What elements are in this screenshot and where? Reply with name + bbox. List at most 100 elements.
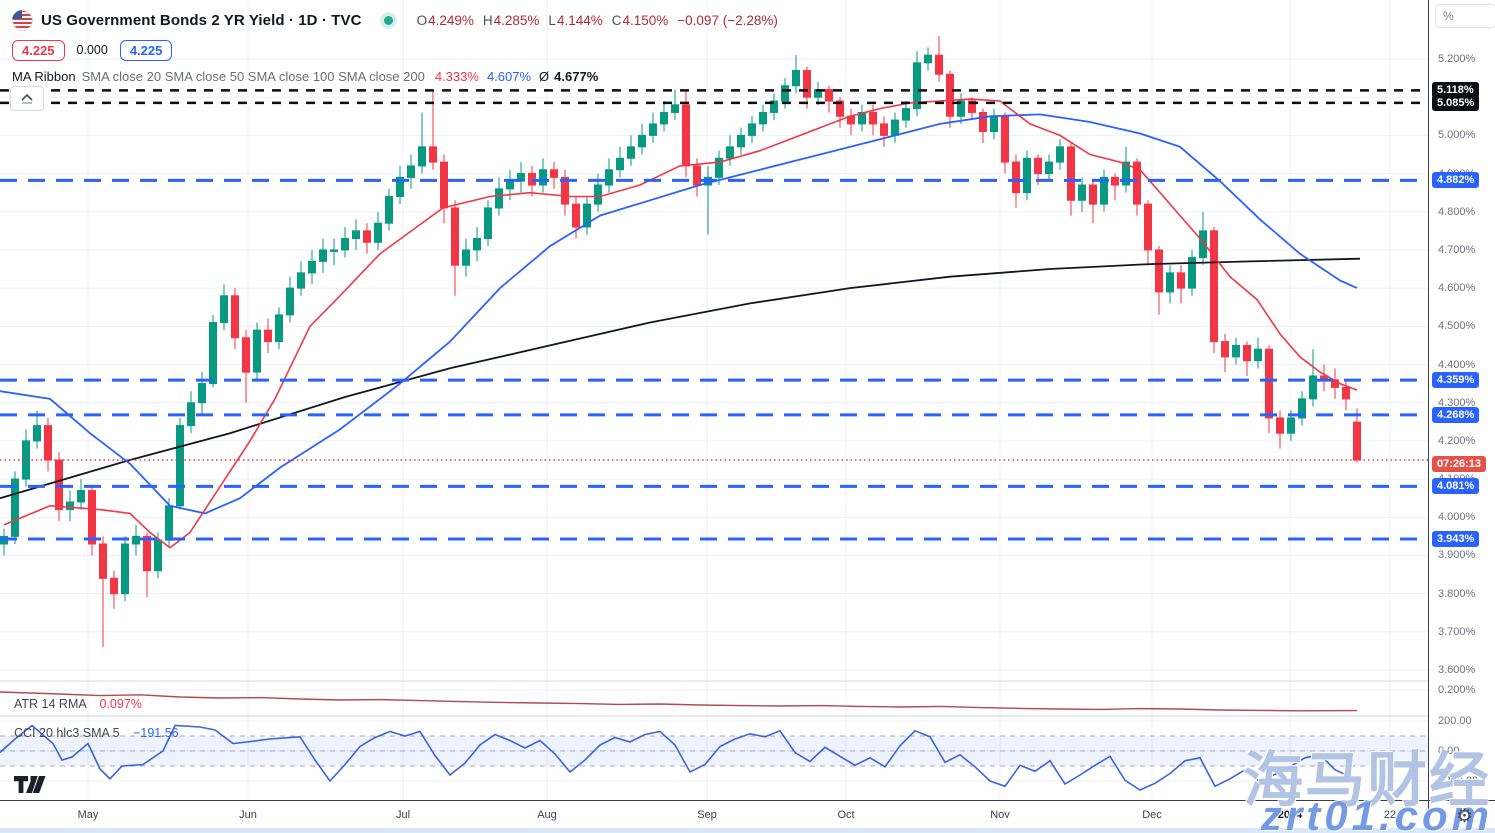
candle-body (1265, 348, 1273, 419)
bar-countdown-badge: 07:26:13 (1432, 455, 1487, 472)
us-flag-icon (12, 9, 33, 31)
time-axis[interactable]: May Jun Jul Aug Sep Oct Nov Dec 2024 22 (0, 801, 1428, 833)
time-tick: Oct (837, 809, 855, 821)
candle-body (1056, 146, 1064, 163)
candle-body (1034, 157, 1042, 175)
atr-tick: 0.200% (1438, 684, 1476, 696)
candle-body (1287, 417, 1295, 434)
candle-body (594, 184, 602, 205)
price-tick: 4.500% (1438, 320, 1476, 333)
candle-body (242, 337, 250, 373)
candle-body (880, 123, 888, 136)
open-value: 4.249% (428, 12, 474, 28)
candle-body (187, 402, 195, 427)
candle-body (198, 383, 206, 404)
candle-body (979, 111, 987, 133)
cci-legend[interactable]: CCI 20 hlc3 SMA 5 −191.56 (14, 726, 179, 740)
symbol-title[interactable]: US Government Bonds 2 YR Yield · 1D · TV… (41, 11, 362, 29)
candle-body (297, 272, 305, 289)
candle-body (715, 157, 723, 178)
high-value: 4.285% (493, 12, 540, 28)
sma50-value: 4.607% (486, 69, 532, 84)
candle-body (1155, 249, 1163, 293)
candle-body (231, 295, 239, 339)
price-level-badge: 3.943% (1432, 531, 1480, 548)
candle-body (693, 165, 701, 186)
price-level-badge: 4.268% (1432, 406, 1480, 423)
time-tick: 2024 (1277, 809, 1303, 821)
candle-body (550, 169, 558, 178)
candle-body (440, 161, 448, 209)
sma20-value: 4.333% (434, 69, 479, 84)
candle-body (1243, 344, 1251, 362)
candle-body (1166, 272, 1174, 293)
candle-body (869, 111, 877, 125)
price-tick: 5.000% (1438, 129, 1476, 142)
ma-ribbon-legend[interactable]: MA Ribbon SMA close 20 SMA close 50 SMA … (12, 69, 778, 84)
candle-body (891, 119, 899, 136)
price-axis[interactable]: % 5.200%5.000%4.900%4.800%4.700%4.600%4.… (1429, 0, 1495, 800)
candle-body (121, 543, 129, 595)
chart-canvas[interactable] (0, 0, 1429, 801)
price-tick: 4.000% (1438, 511, 1476, 524)
candle-body (1111, 176, 1119, 186)
price-tick: 4.400% (1438, 358, 1476, 371)
candle-body (341, 237, 349, 251)
candle-body (561, 176, 569, 205)
collapse-pane-button[interactable] (10, 86, 44, 111)
close-label: C (611, 12, 622, 28)
candle-body (748, 123, 756, 136)
candle-body (660, 111, 668, 125)
candle-body (473, 237, 481, 251)
candle-body (55, 459, 63, 511)
candle-body (88, 490, 96, 545)
ask-price-button[interactable]: 4.225 (119, 39, 173, 61)
price-tick: 4.300% (1438, 396, 1476, 409)
candle-body (66, 501, 74, 511)
candle-body (352, 230, 360, 239)
candle-body (462, 249, 470, 266)
cci-tick: 0.00 (1438, 745, 1460, 757)
candle-body (1122, 161, 1130, 186)
candle-body (968, 100, 976, 113)
cci-line (0, 724, 1358, 791)
candle-body (429, 146, 437, 163)
chevron-up-icon (21, 93, 33, 101)
candle-body (759, 111, 767, 125)
candle-body (363, 230, 371, 243)
candle-body (1309, 375, 1317, 400)
candle-body (913, 62, 921, 110)
sma200-value: 4.677% (554, 69, 599, 84)
time-tick: Sep (697, 809, 717, 821)
atr-legend[interactable]: ATR 14 RMA 0.097% (14, 697, 142, 711)
candle-body (836, 100, 844, 117)
candle-body (275, 314, 283, 343)
candle-body (220, 295, 228, 323)
sma50-line (0, 113, 1358, 515)
candle-body (1254, 348, 1262, 362)
price-tick: 3.700% (1438, 625, 1476, 638)
gear-icon[interactable]: ⚙ (1456, 806, 1474, 827)
candle-body (110, 577, 118, 595)
candle-body (396, 176, 404, 197)
time-tick: Jun (239, 809, 257, 821)
candle-body (319, 249, 327, 262)
bottom-strip (0, 828, 1495, 833)
price-axis-unit-button[interactable]: % (1435, 4, 1495, 28)
candle-body (638, 134, 646, 148)
change-value: −0.097 (−2.28%) (677, 12, 778, 28)
time-axis-border (0, 800, 1495, 801)
price-level-badge: 4.882% (1432, 172, 1480, 189)
cci-label: CCI 20 hlc3 SMA 5 (14, 726, 120, 740)
candle-body (770, 100, 778, 113)
bid-price-button[interactable]: 4.225 (12, 39, 65, 61)
candle-body (957, 100, 965, 117)
candle-body (451, 207, 459, 266)
candle-body (737, 134, 745, 148)
candle-body (803, 69, 811, 98)
candle-body (1298, 398, 1306, 419)
market-status-dot-icon (383, 15, 393, 25)
candle-body (726, 146, 734, 159)
candle-body (1276, 417, 1284, 434)
tradingview-logo[interactable] (13, 775, 51, 800)
